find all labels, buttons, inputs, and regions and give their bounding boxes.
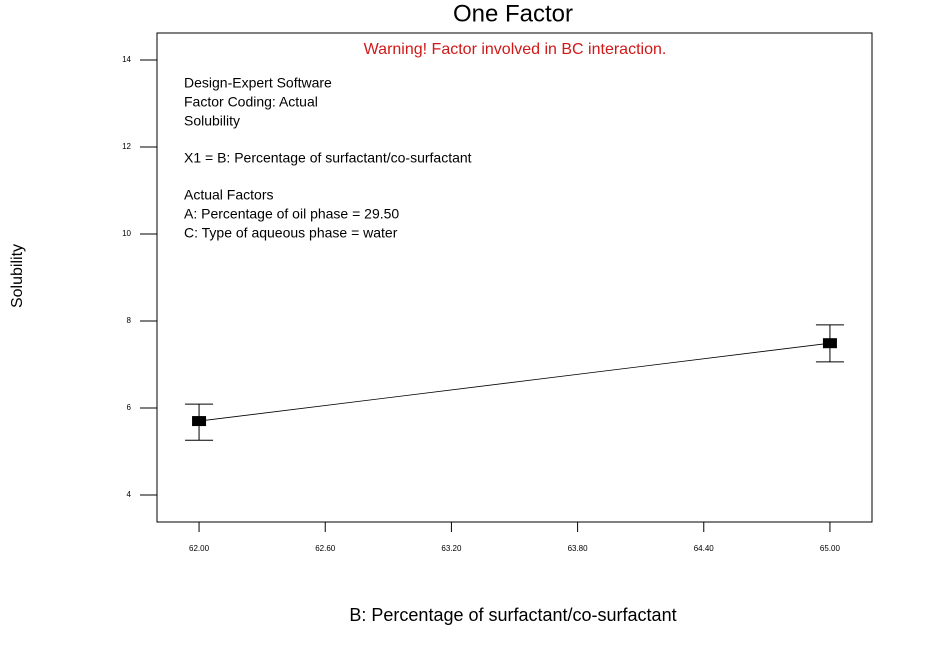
chart-title: One Factor [453,0,573,27]
y-tick-label: 6 [127,403,132,412]
plot-frame [156,32,873,523]
annotation: Actual Factors [184,187,273,203]
y-axis-label: Solubility [9,244,26,308]
x-axis-label: B: Percentage of surfactant/co-surfactan… [349,605,676,625]
warning: Warning! Factor involved in BC interacti… [364,41,667,58]
annotation: Solubility [184,113,240,129]
annotation: Factor Coding: Actual [184,94,318,110]
y-tick-label: 12 [122,142,131,151]
x-tick-label: 63.20 [441,544,462,553]
x-tick-label: 62.00 [189,544,210,553]
x-tick-label: 62.60 [315,544,336,553]
annotation: Design-Expert Software [184,75,332,91]
y-tick-label: 14 [122,55,131,64]
x-tick-label: 63.80 [568,544,589,553]
annotation: C: Type of aqueous phase = water [184,225,398,241]
point [822,338,837,349]
y-tick-label: 10 [122,229,131,238]
x-tick-label: 64.40 [694,544,715,553]
y-tick-label: 4 [127,490,132,499]
y-tick-label: 8 [127,316,132,325]
x-tick-label: 65.00 [820,544,841,553]
annotation: A: Percentage of oil phase = 29.50 [184,206,399,222]
point [192,416,207,427]
annotation: X1 = B: Percentage of surfactant/co-surf… [184,150,472,166]
line [199,342,830,422]
